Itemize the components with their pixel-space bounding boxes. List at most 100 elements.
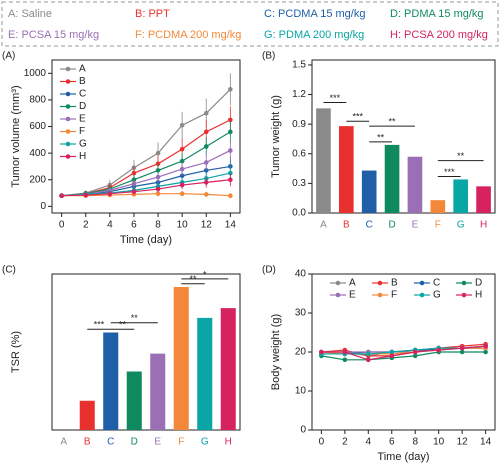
legend-label: B <box>391 278 398 289</box>
legend-label: G <box>433 290 441 301</box>
series-line <box>321 345 486 361</box>
legend-box <box>1 1 499 47</box>
y-tick-label: 400 <box>29 148 46 159</box>
significance-label: *** <box>94 320 105 330</box>
legend-marker <box>335 280 341 286</box>
data-point <box>155 186 161 192</box>
x-tick-label: A <box>320 220 327 231</box>
data-point <box>459 349 465 355</box>
x-tick-label: 4 <box>107 220 113 231</box>
legend-marker <box>419 292 425 298</box>
y-tick-label: 1.2 <box>292 89 306 100</box>
data-point <box>203 192 209 197</box>
data-point <box>228 193 233 199</box>
bar <box>173 287 189 430</box>
x-tick-label: C <box>366 220 373 231</box>
series-line <box>321 351 486 361</box>
bar <box>316 108 331 213</box>
legend-label: F <box>391 290 397 301</box>
legend-label: H <box>79 151 86 162</box>
legend-marker <box>377 280 383 286</box>
y-tick-label: 30 <box>295 308 307 319</box>
x-axis-title: Time (day) <box>377 451 429 463</box>
x-tick-label: 12 <box>201 220 213 231</box>
bar <box>430 200 446 213</box>
significance-label: *** <box>444 167 455 177</box>
legend-marker <box>335 292 341 298</box>
x-tick-label: E <box>412 220 419 231</box>
y-tick-label: 0.0 <box>292 208 306 219</box>
significance-label: ** <box>389 117 397 127</box>
data-point <box>436 347 441 353</box>
x-tick-label: C <box>107 437 114 448</box>
y-tick-label: 1.5 <box>292 60 306 71</box>
data-point <box>319 349 324 355</box>
bar <box>103 332 119 430</box>
data-point <box>459 345 465 351</box>
legend-marker <box>461 292 467 298</box>
y-tick-label: 0.6 <box>292 148 306 159</box>
x-tick-label: 0 <box>319 437 325 448</box>
x-tick-label: F <box>178 437 184 448</box>
bar <box>197 317 213 430</box>
x-axis-title: Time (day) <box>120 234 172 246</box>
legend-marker <box>65 129 71 134</box>
x-tick-label: H <box>480 220 487 231</box>
y-tick-label: 200 <box>29 174 46 185</box>
data-point <box>412 353 418 359</box>
y-tick-label: 0 <box>40 201 46 212</box>
x-tick-label: 8 <box>412 437 418 448</box>
data-point <box>83 192 89 198</box>
y-tick-label: 800 <box>29 95 46 106</box>
panel-label: (C) <box>2 265 16 276</box>
plot-frame <box>311 59 496 214</box>
x-tick-label: 6 <box>131 220 137 231</box>
legend-label: A <box>349 278 356 289</box>
data-point <box>412 349 418 355</box>
x-tick-label: 2 <box>342 437 348 448</box>
series-line <box>61 88 231 197</box>
data-point <box>203 160 209 165</box>
data-point <box>179 191 185 197</box>
bar <box>150 353 166 430</box>
legend-label: F: PCDMA 200 mg/kg <box>135 29 241 41</box>
data-point <box>131 189 137 195</box>
legend-label: C <box>433 278 440 289</box>
significance-label: ** <box>131 313 139 323</box>
data-point <box>179 158 185 164</box>
data-point <box>389 353 395 359</box>
data-point <box>155 191 161 197</box>
bar <box>453 179 469 213</box>
x-tick-label: 10 <box>433 437 445 448</box>
legend-label: C <box>79 89 86 100</box>
legend-label: B: PPT <box>135 8 170 20</box>
legend-label: E <box>79 114 86 125</box>
series-line <box>61 172 231 197</box>
legend-label: G <box>79 139 87 150</box>
y-tick-label: 600 <box>29 121 46 132</box>
significance-label: ** <box>457 151 465 161</box>
legend-marker <box>65 141 71 147</box>
x-tick-label: 12 <box>457 437 469 448</box>
x-tick-label: 14 <box>225 220 237 231</box>
legend-label: E <box>349 290 356 301</box>
legend-label: B <box>79 76 86 87</box>
x-tick-label: D <box>131 437 138 448</box>
x-tick-label: 2 <box>83 220 89 231</box>
y-tick-label: 0 <box>300 425 306 436</box>
y-tick-label: 0.9 <box>292 119 306 130</box>
y-tick-label: 20 <box>295 347 307 358</box>
significance-label: ** <box>377 132 385 142</box>
legend-label: G: PDMA 200 mg/kg <box>264 29 364 41</box>
bar <box>220 308 236 430</box>
x-tick-label: H <box>225 437 232 448</box>
data-point <box>155 150 161 156</box>
panel-label: (D) <box>262 265 276 276</box>
y-axis-title: Tumor weight (g) <box>270 95 282 178</box>
legend-marker <box>377 292 383 298</box>
series-line <box>61 131 231 197</box>
data-point <box>59 193 64 199</box>
x-tick-label: 6 <box>389 437 395 448</box>
legend-label: C: PCDMA 15 mg/kg <box>264 8 365 20</box>
